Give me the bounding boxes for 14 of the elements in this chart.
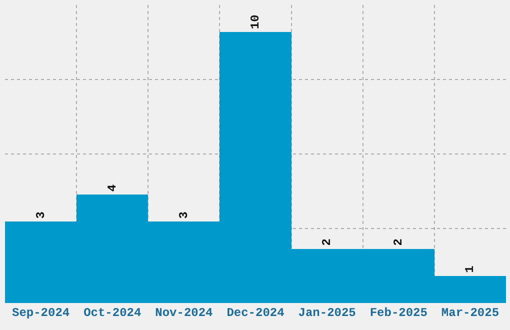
x-tick-label: Dec-2024 xyxy=(226,306,284,320)
data-label: 2 xyxy=(320,238,334,246)
data-label: 2 xyxy=(392,238,406,246)
data-label: 3 xyxy=(176,212,191,219)
x-tick-label: Oct-2024 xyxy=(84,306,142,320)
data-label: 4 xyxy=(105,184,120,192)
data-label: 3 xyxy=(34,212,48,219)
x-tick-label: Feb-2025 xyxy=(370,306,428,320)
x-tick-label: Mar-2025 xyxy=(441,306,500,320)
x-tick-label: Sep-2024 xyxy=(12,306,70,320)
x-tick-label: Nov-2024 xyxy=(155,306,213,320)
data-label: 1 xyxy=(463,266,478,273)
x-tick-label: Jan-2025 xyxy=(298,306,356,320)
data-label: 10 xyxy=(248,14,262,30)
